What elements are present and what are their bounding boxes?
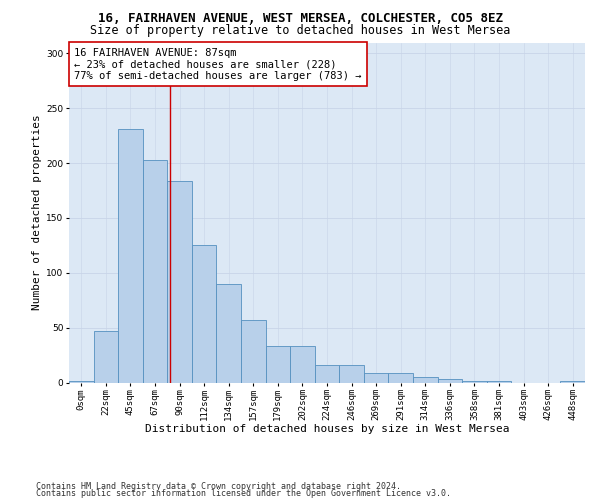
Bar [290,346,315,382]
Bar [143,160,167,382]
Bar [167,180,192,382]
Text: 16 FAIRHAVEN AVENUE: 87sqm
← 23% of detached houses are smaller (228)
77% of sem: 16 FAIRHAVEN AVENUE: 87sqm ← 23% of deta… [74,48,362,81]
Bar [413,377,437,382]
Bar [241,320,266,382]
Text: Size of property relative to detached houses in West Mersea: Size of property relative to detached ho… [90,24,510,37]
Bar [315,365,339,382]
Text: Contains HM Land Registry data © Crown copyright and database right 2024.: Contains HM Land Registry data © Crown c… [36,482,401,491]
Bar [339,365,364,382]
Bar [437,379,462,382]
Bar [217,284,241,382]
Text: 16, FAIRHAVEN AVENUE, WEST MERSEA, COLCHESTER, CO5 8EZ: 16, FAIRHAVEN AVENUE, WEST MERSEA, COLCH… [97,12,503,26]
Y-axis label: Number of detached properties: Number of detached properties [32,114,42,310]
Bar [364,372,388,382]
X-axis label: Distribution of detached houses by size in West Mersea: Distribution of detached houses by size … [145,424,509,434]
Bar [266,346,290,382]
Bar [388,372,413,382]
Bar [94,331,118,382]
Text: Contains public sector information licensed under the Open Government Licence v3: Contains public sector information licen… [36,490,451,498]
Bar [192,246,217,382]
Bar [118,129,143,382]
